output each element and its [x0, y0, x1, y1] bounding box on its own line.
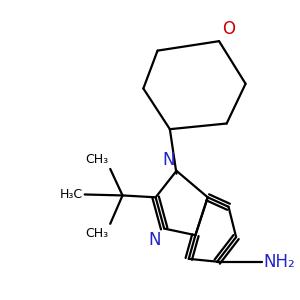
Text: NH₂: NH₂: [264, 253, 295, 271]
Text: N: N: [162, 151, 175, 169]
Text: CH₃: CH₃: [85, 227, 108, 240]
Text: O: O: [222, 20, 235, 38]
Text: N: N: [149, 231, 161, 249]
Text: H₃C: H₃C: [60, 188, 83, 201]
Text: CH₃: CH₃: [85, 153, 108, 166]
